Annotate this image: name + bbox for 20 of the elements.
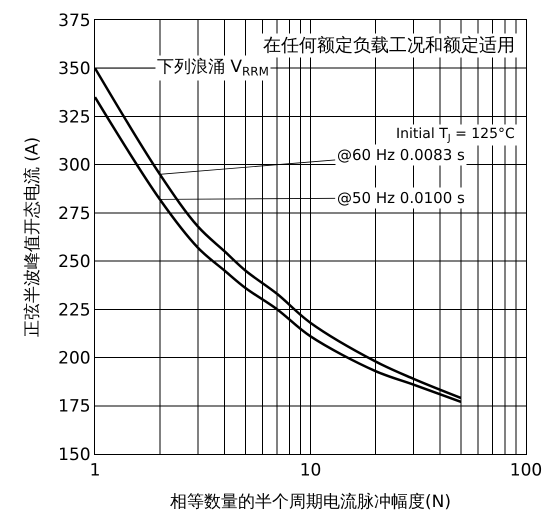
- y-tick-label: 375: [58, 10, 91, 31]
- annotation: @60 Hz 0.0083 s: [337, 146, 466, 164]
- x-tick-label: 1: [90, 460, 100, 480]
- annotation: Initial T$_{J}$ = 125°C: [396, 126, 515, 144]
- y-tick-label: 250: [58, 252, 91, 272]
- x-axis-title: 相等数量的半个周期电流脉冲幅度(N): [170, 492, 451, 512]
- annotation: @50 Hz 0.0100 s: [337, 189, 466, 207]
- y-tick-label: 200: [58, 348, 91, 369]
- y-tick-label: 150: [58, 444, 91, 465]
- y-tick-label: 350: [58, 59, 91, 80]
- x-tick-label: 10: [300, 460, 322, 480]
- annotation: 在任何额定负载工况和额定适用: [263, 35, 515, 56]
- y-tick-label: 300: [58, 156, 91, 176]
- y-tick-label: 225: [58, 300, 91, 320]
- y-tick-label: 275: [58, 204, 91, 224]
- x-tick-label: 100: [510, 460, 542, 480]
- y-tick-label: 325: [58, 107, 91, 128]
- annotation: 下列浪涌 V$_{RRM}$: [157, 57, 269, 79]
- y-axis-title: 正弦半波峰值开态电流 (A): [22, 136, 43, 338]
- y-tick-label: 175: [58, 396, 91, 417]
